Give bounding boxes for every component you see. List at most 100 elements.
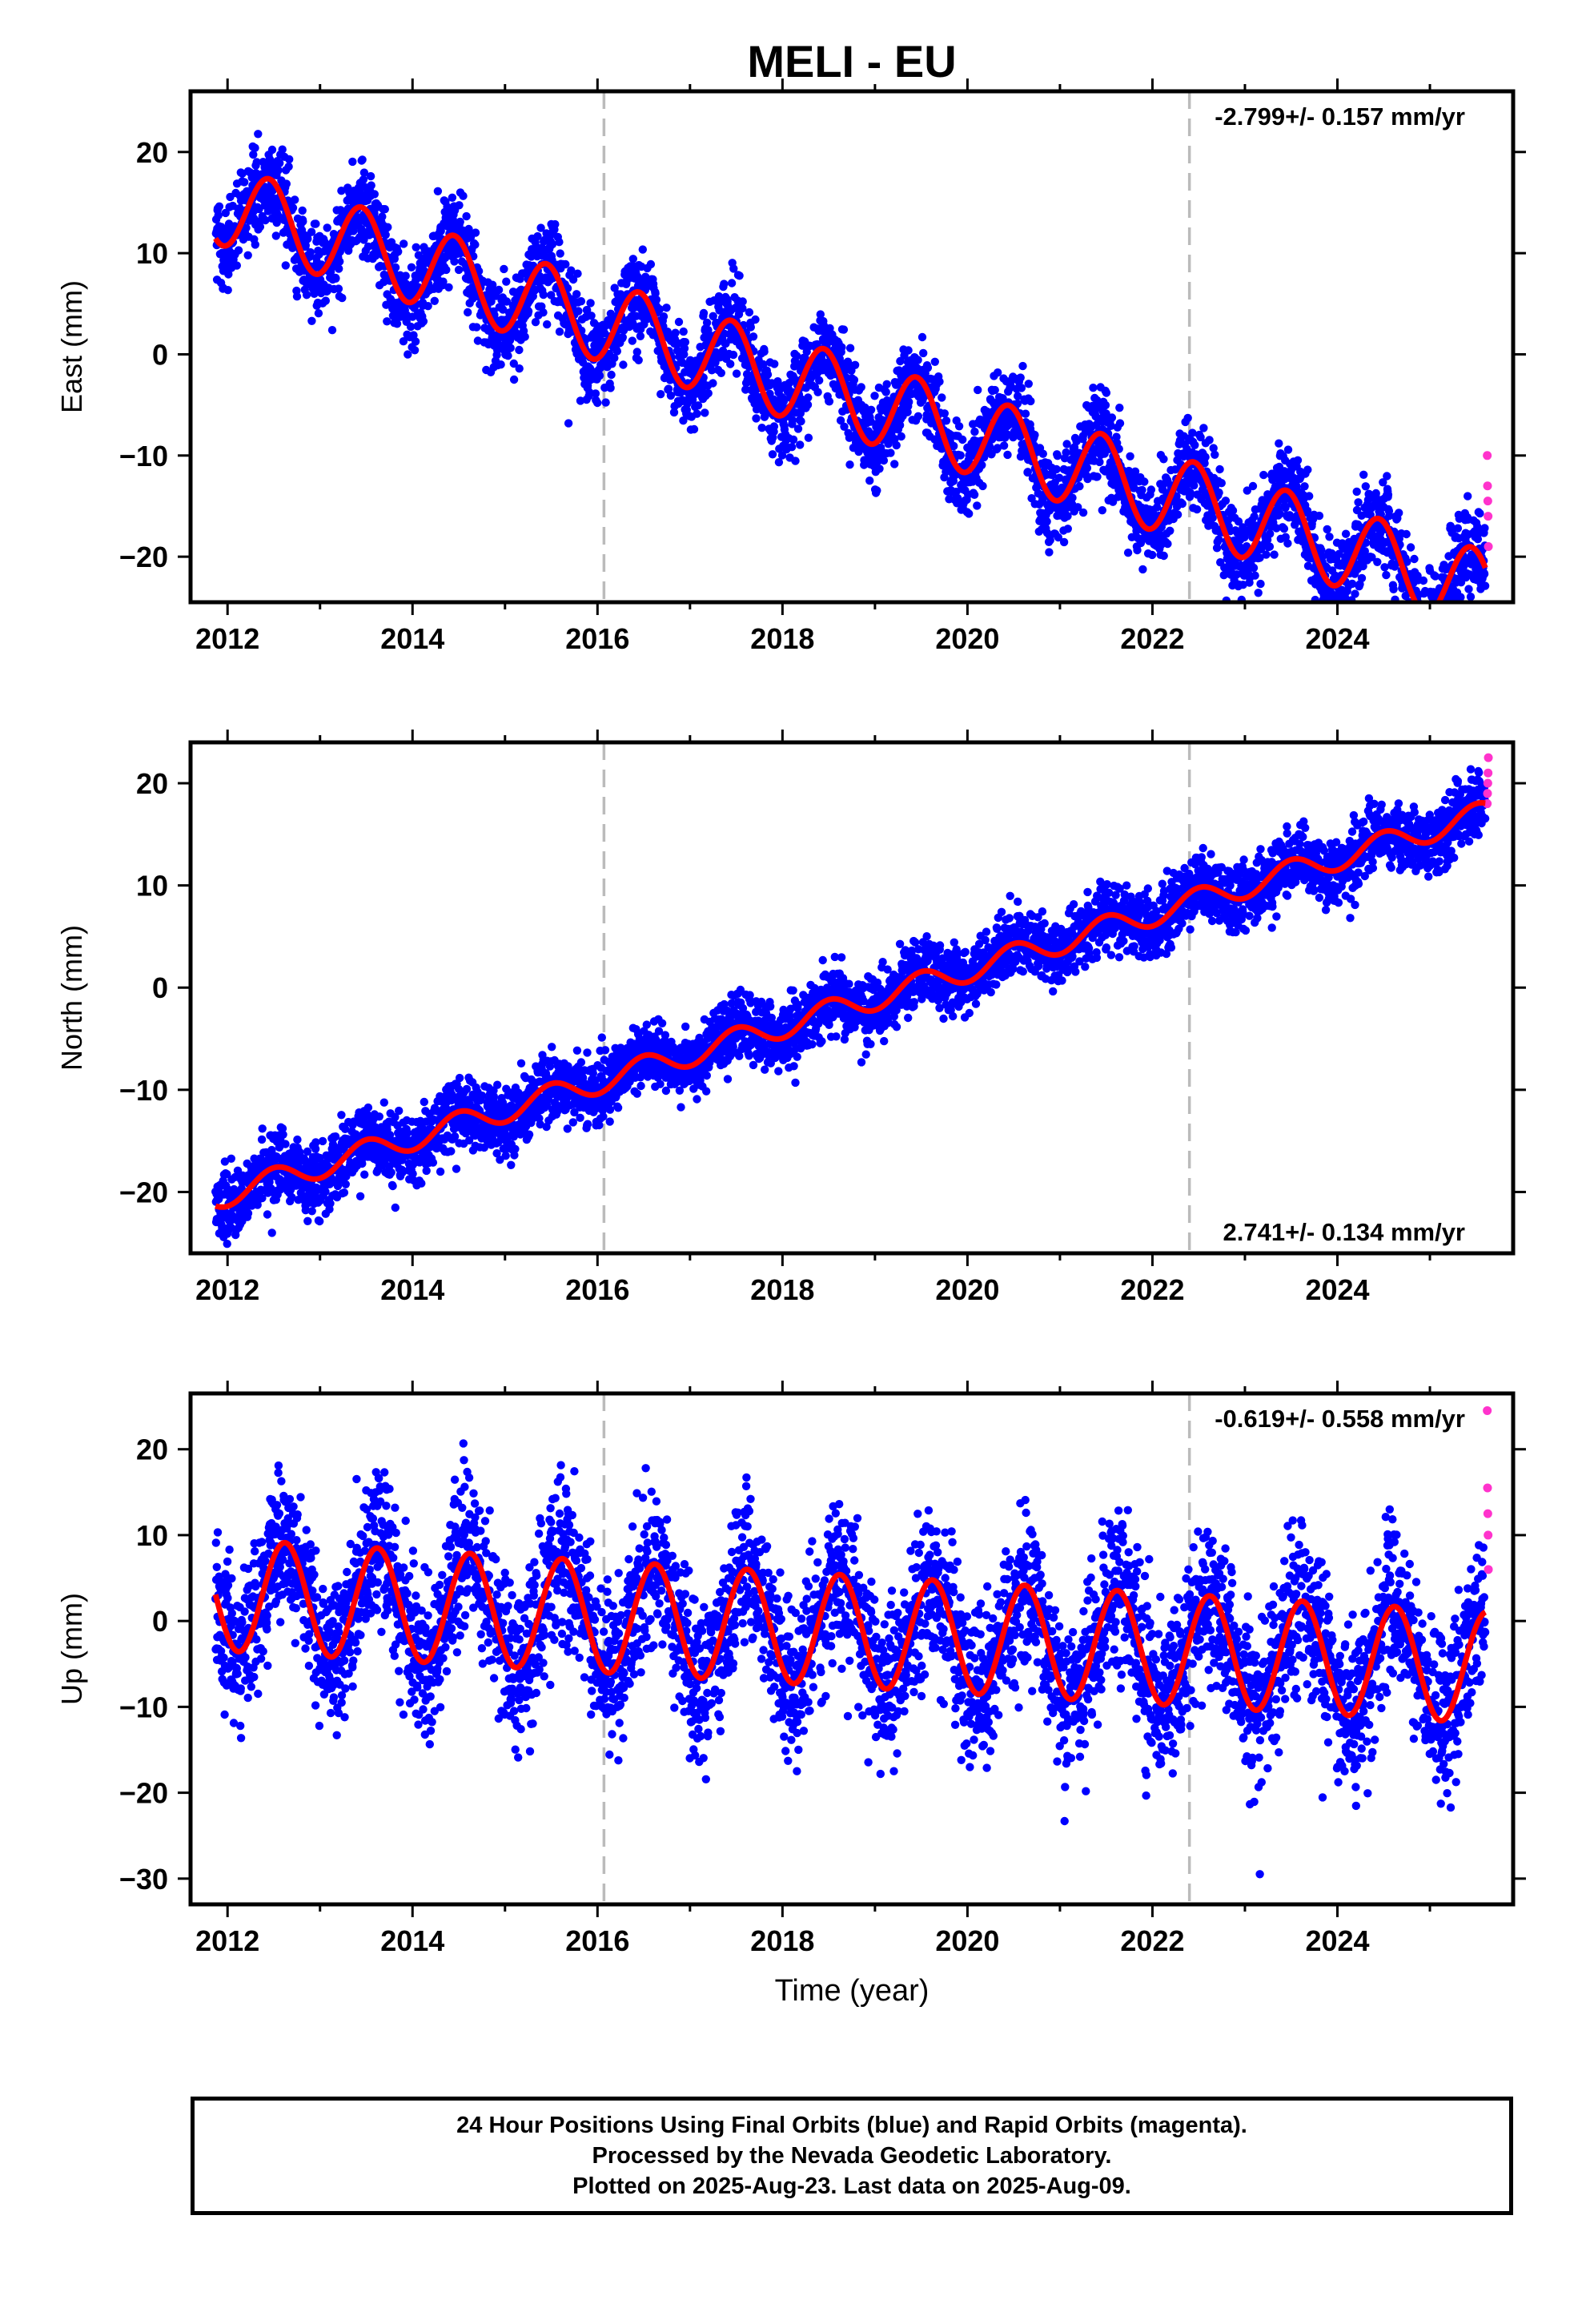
position-point [866, 417, 875, 426]
position-point [1411, 616, 1419, 624]
position-point [366, 171, 375, 181]
position-point [1054, 533, 1063, 542]
position-point [593, 398, 602, 408]
position-point [1201, 452, 1210, 461]
position-point [1208, 513, 1217, 522]
position-point [524, 307, 533, 316]
position-point [787, 443, 797, 452]
position-point [1186, 489, 1195, 497]
position-point [419, 317, 428, 326]
rapid-orbit-point [1484, 542, 1493, 552]
position-point [539, 308, 548, 317]
position-point [576, 297, 586, 306]
position-point [278, 145, 287, 154]
position-point [1418, 608, 1426, 616]
position-point [1166, 526, 1174, 535]
position-point [1404, 604, 1412, 612]
position-point [1432, 629, 1440, 637]
position-point [223, 286, 232, 295]
position-point [282, 179, 291, 188]
position-point [243, 1208, 253, 1218]
position-point [628, 336, 636, 345]
position-point [1480, 581, 1490, 590]
position-point [913, 412, 923, 420]
position-point [339, 1188, 349, 1197]
position-point [563, 283, 572, 293]
position-point [890, 460, 899, 468]
position-point [693, 401, 703, 410]
rapid-orbit-point [1483, 451, 1492, 460]
position-point [1419, 656, 1427, 664]
position-point [1419, 606, 1427, 614]
position-point [1357, 573, 1367, 583]
position-point [726, 360, 735, 368]
position-point [1425, 624, 1433, 632]
position-point [1419, 619, 1427, 627]
position-point [348, 157, 357, 167]
position-point [1407, 610, 1415, 618]
position-point [456, 217, 464, 227]
position-point [462, 211, 471, 221]
x-tick-label: 2024 [1305, 622, 1369, 655]
position-point [370, 190, 379, 199]
position-point [732, 369, 741, 378]
position-point [1215, 535, 1223, 544]
position-point [543, 320, 552, 329]
position-point [679, 416, 688, 425]
position-point [1421, 653, 1429, 661]
y-tick-label: 0 [152, 338, 168, 371]
position-point [669, 408, 679, 417]
position-point [664, 384, 673, 393]
position-point [1221, 497, 1231, 505]
position-point [331, 1132, 340, 1141]
position-point [942, 416, 951, 425]
position-point [1437, 629, 1445, 637]
position-point [307, 227, 316, 236]
position-point [382, 300, 391, 309]
position-point [610, 353, 619, 363]
position-point [610, 283, 619, 292]
position-point [1256, 579, 1265, 589]
position-point [674, 317, 684, 327]
position-point [1138, 565, 1147, 574]
position-point [401, 271, 410, 280]
position-point [1170, 465, 1180, 474]
position-point [499, 305, 508, 314]
position-point [539, 290, 548, 300]
position-point [789, 435, 798, 444]
position-point [1059, 537, 1069, 547]
position-point [591, 389, 600, 398]
position-point [618, 333, 627, 342]
position-point [242, 223, 251, 232]
position-point [1480, 569, 1489, 578]
position-point [1426, 622, 1434, 630]
position-point [606, 384, 615, 392]
position-point [335, 257, 344, 266]
position-point [606, 309, 616, 318]
position-point [1217, 479, 1227, 488]
position-point [573, 269, 582, 278]
position-point [587, 312, 596, 320]
position-point [1062, 448, 1070, 457]
position-point [1410, 554, 1419, 564]
position-point [1127, 533, 1137, 541]
position-point [757, 424, 766, 432]
position-point [502, 277, 511, 286]
position-point [938, 393, 946, 402]
position-point [1042, 517, 1051, 526]
x-tick-label: 2022 [1120, 622, 1184, 655]
position-point [254, 130, 263, 139]
position-point [634, 356, 643, 364]
position-point [701, 408, 709, 417]
position-point [430, 296, 439, 305]
position-point [1107, 413, 1117, 422]
position-point [689, 424, 699, 434]
position-point [1431, 611, 1439, 619]
position-point [917, 332, 927, 342]
position-point [1112, 432, 1121, 441]
position-point [274, 166, 283, 175]
position-point [1341, 529, 1351, 538]
position-point [215, 202, 224, 211]
position-point [1191, 440, 1199, 449]
position-point [797, 416, 805, 426]
